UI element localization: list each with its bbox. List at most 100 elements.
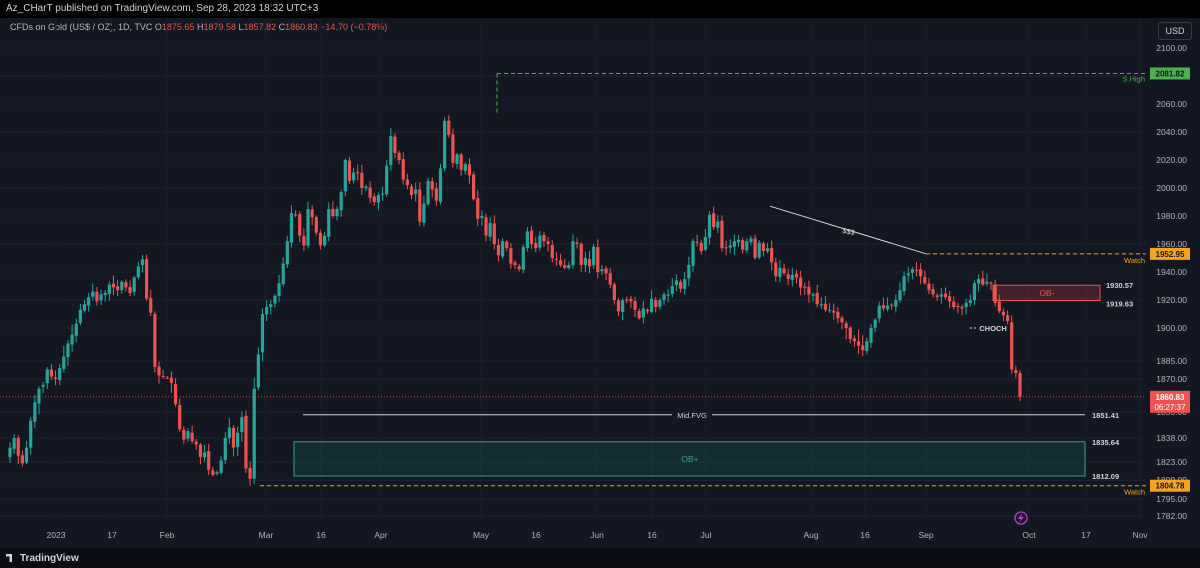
candle	[322, 231, 327, 247]
candle-body	[476, 198, 480, 219]
candle	[943, 287, 948, 300]
candle	[778, 260, 782, 283]
choch-label: CHOCH	[979, 324, 1007, 333]
symbol-title[interactable]: CFDs on Gold (US$ / OZ), 1D, TVC	[10, 22, 153, 32]
candle	[592, 243, 596, 269]
candle	[496, 238, 501, 262]
tradingview-logo[interactable]: TradingView	[6, 552, 79, 564]
candle	[662, 292, 666, 305]
candle	[968, 294, 972, 307]
candle	[472, 171, 476, 201]
candle	[418, 182, 422, 227]
candle-body	[37, 388, 41, 404]
price-chart[interactable]: OB- OB+ S.High Watch Watch Mid.FVG 1851.41 193…	[0, 18, 1200, 548]
candle	[517, 263, 521, 272]
candle	[691, 238, 695, 272]
candle	[136, 261, 140, 280]
candle	[654, 296, 658, 313]
time-tick-label: Jun	[590, 530, 604, 540]
candle-body	[732, 241, 736, 247]
candle	[625, 296, 629, 304]
candle-body	[894, 300, 898, 307]
candle	[885, 297, 890, 312]
candle-body	[662, 294, 666, 301]
candle-body	[856, 341, 861, 346]
publish-header: Az_CHarT published on TradingView.com, S…	[0, 0, 1200, 18]
time-tick-label: 16	[647, 530, 657, 540]
candle	[207, 443, 211, 476]
candle	[616, 298, 621, 317]
candle-body	[211, 470, 215, 475]
candle	[20, 450, 25, 467]
candle	[894, 294, 898, 313]
event-lightning-icon	[1018, 513, 1024, 523]
candle	[165, 376, 169, 380]
liquidity-label: $$$	[841, 226, 856, 238]
candle	[173, 378, 178, 407]
candle-body	[840, 317, 844, 323]
candle-body	[948, 296, 952, 302]
candle	[852, 334, 857, 347]
candle-body	[943, 293, 948, 298]
candle	[16, 435, 20, 464]
candle-body	[712, 213, 716, 228]
s-high-price-tag	[1150, 67, 1190, 80]
candle-body	[844, 323, 848, 328]
candle-body	[923, 277, 927, 284]
candle-body	[335, 209, 339, 217]
candle	[401, 152, 405, 185]
candle	[948, 291, 952, 309]
candle	[997, 294, 1001, 314]
low-value: 1857.82	[243, 22, 277, 32]
candle-body	[1014, 370, 1018, 373]
candle	[33, 394, 37, 428]
candle	[985, 273, 989, 287]
candle-body	[993, 284, 997, 303]
candle	[865, 337, 869, 355]
candle-body	[327, 209, 331, 237]
candle	[294, 210, 298, 218]
candle	[1018, 370, 1022, 402]
candle	[269, 299, 273, 315]
candle	[128, 280, 132, 297]
candle-body	[492, 223, 496, 244]
candle	[645, 308, 650, 314]
time-axis[interactable]: 2023 17 Feb Mar 16 Apr May 16 Jun 16 Jul Aug 16 Sep Oc…	[47, 511, 1149, 540]
candle	[993, 279, 997, 307]
candle-body	[505, 241, 509, 249]
candle	[356, 164, 360, 181]
candle-body	[861, 345, 865, 350]
candle	[964, 298, 968, 315]
candle-body	[29, 420, 33, 448]
candle-body	[364, 186, 368, 189]
candle-body	[310, 209, 314, 218]
candle-body	[136, 266, 140, 278]
candle-body	[198, 444, 203, 458]
currency-button[interactable]: USD	[1158, 22, 1192, 40]
candle	[977, 274, 981, 292]
candle-body	[265, 307, 269, 315]
candle	[41, 381, 45, 394]
candle	[37, 386, 41, 415]
candle	[331, 201, 335, 219]
price-axis[interactable]: 2100.002080.002060.002040.002020.002000.…	[1150, 43, 1190, 521]
candle-body	[848, 327, 852, 339]
price-tick-label: 2100.00	[1156, 43, 1187, 53]
candle	[1010, 315, 1014, 374]
candle	[132, 276, 136, 296]
candle-body	[794, 273, 799, 278]
candle	[529, 225, 534, 250]
ob-plus-bottom-price: 1812.09	[1092, 472, 1119, 481]
time-tick-label: Oct	[1022, 530, 1036, 540]
candle-body	[881, 305, 886, 309]
candle	[190, 425, 194, 444]
candle	[153, 311, 157, 373]
candle	[194, 439, 198, 450]
candle	[981, 270, 985, 287]
candle	[724, 240, 728, 256]
candle	[596, 239, 600, 279]
candle	[66, 340, 70, 366]
candle	[525, 227, 530, 252]
candle-body	[58, 368, 62, 381]
candle-body	[521, 246, 525, 270]
